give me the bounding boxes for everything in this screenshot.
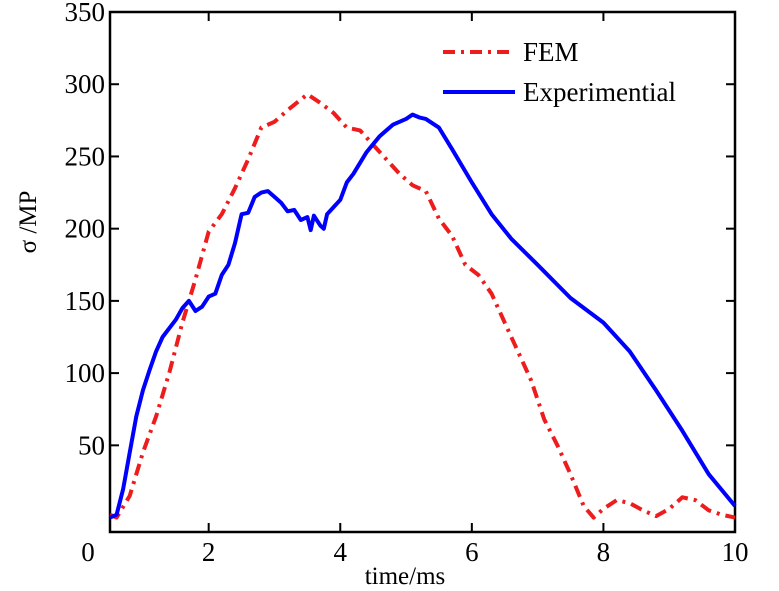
y-axis-title: σ /MP (15, 191, 42, 254)
series-layer (109, 92, 737, 520)
x-axis-title: time/ms (365, 563, 446, 590)
x-tick-label: 6 (465, 537, 479, 567)
legend-label-experimential: Experimential (523, 77, 676, 107)
y-tick-label: 150 (65, 286, 106, 316)
y-tick-label: 100 (65, 358, 106, 388)
legend: FEM Experimential (443, 37, 676, 107)
x-tick-label: 10 (722, 537, 749, 567)
y-tick-label: 350 (65, 0, 106, 27)
x-tick-label: 4 (334, 537, 348, 567)
series-line-fem (109, 92, 736, 520)
legend-label-fem: FEM (523, 37, 579, 67)
plot-frame (108, 10, 737, 534)
y-tick-label: 200 (65, 214, 106, 244)
x-tick-label: 8 (597, 537, 611, 567)
y-tick-label: 50 (78, 430, 105, 460)
x-tick-label: 2 (202, 537, 216, 567)
tick-layer: 0 2 4 6 8 10 50 100 150 200 250 300 350 (65, 0, 749, 567)
y-tick-label: 300 (65, 69, 106, 99)
y-tick-label: 250 (65, 141, 106, 171)
series-line-experimential (109, 112, 737, 520)
x-tick-label: 0 (81, 537, 95, 567)
